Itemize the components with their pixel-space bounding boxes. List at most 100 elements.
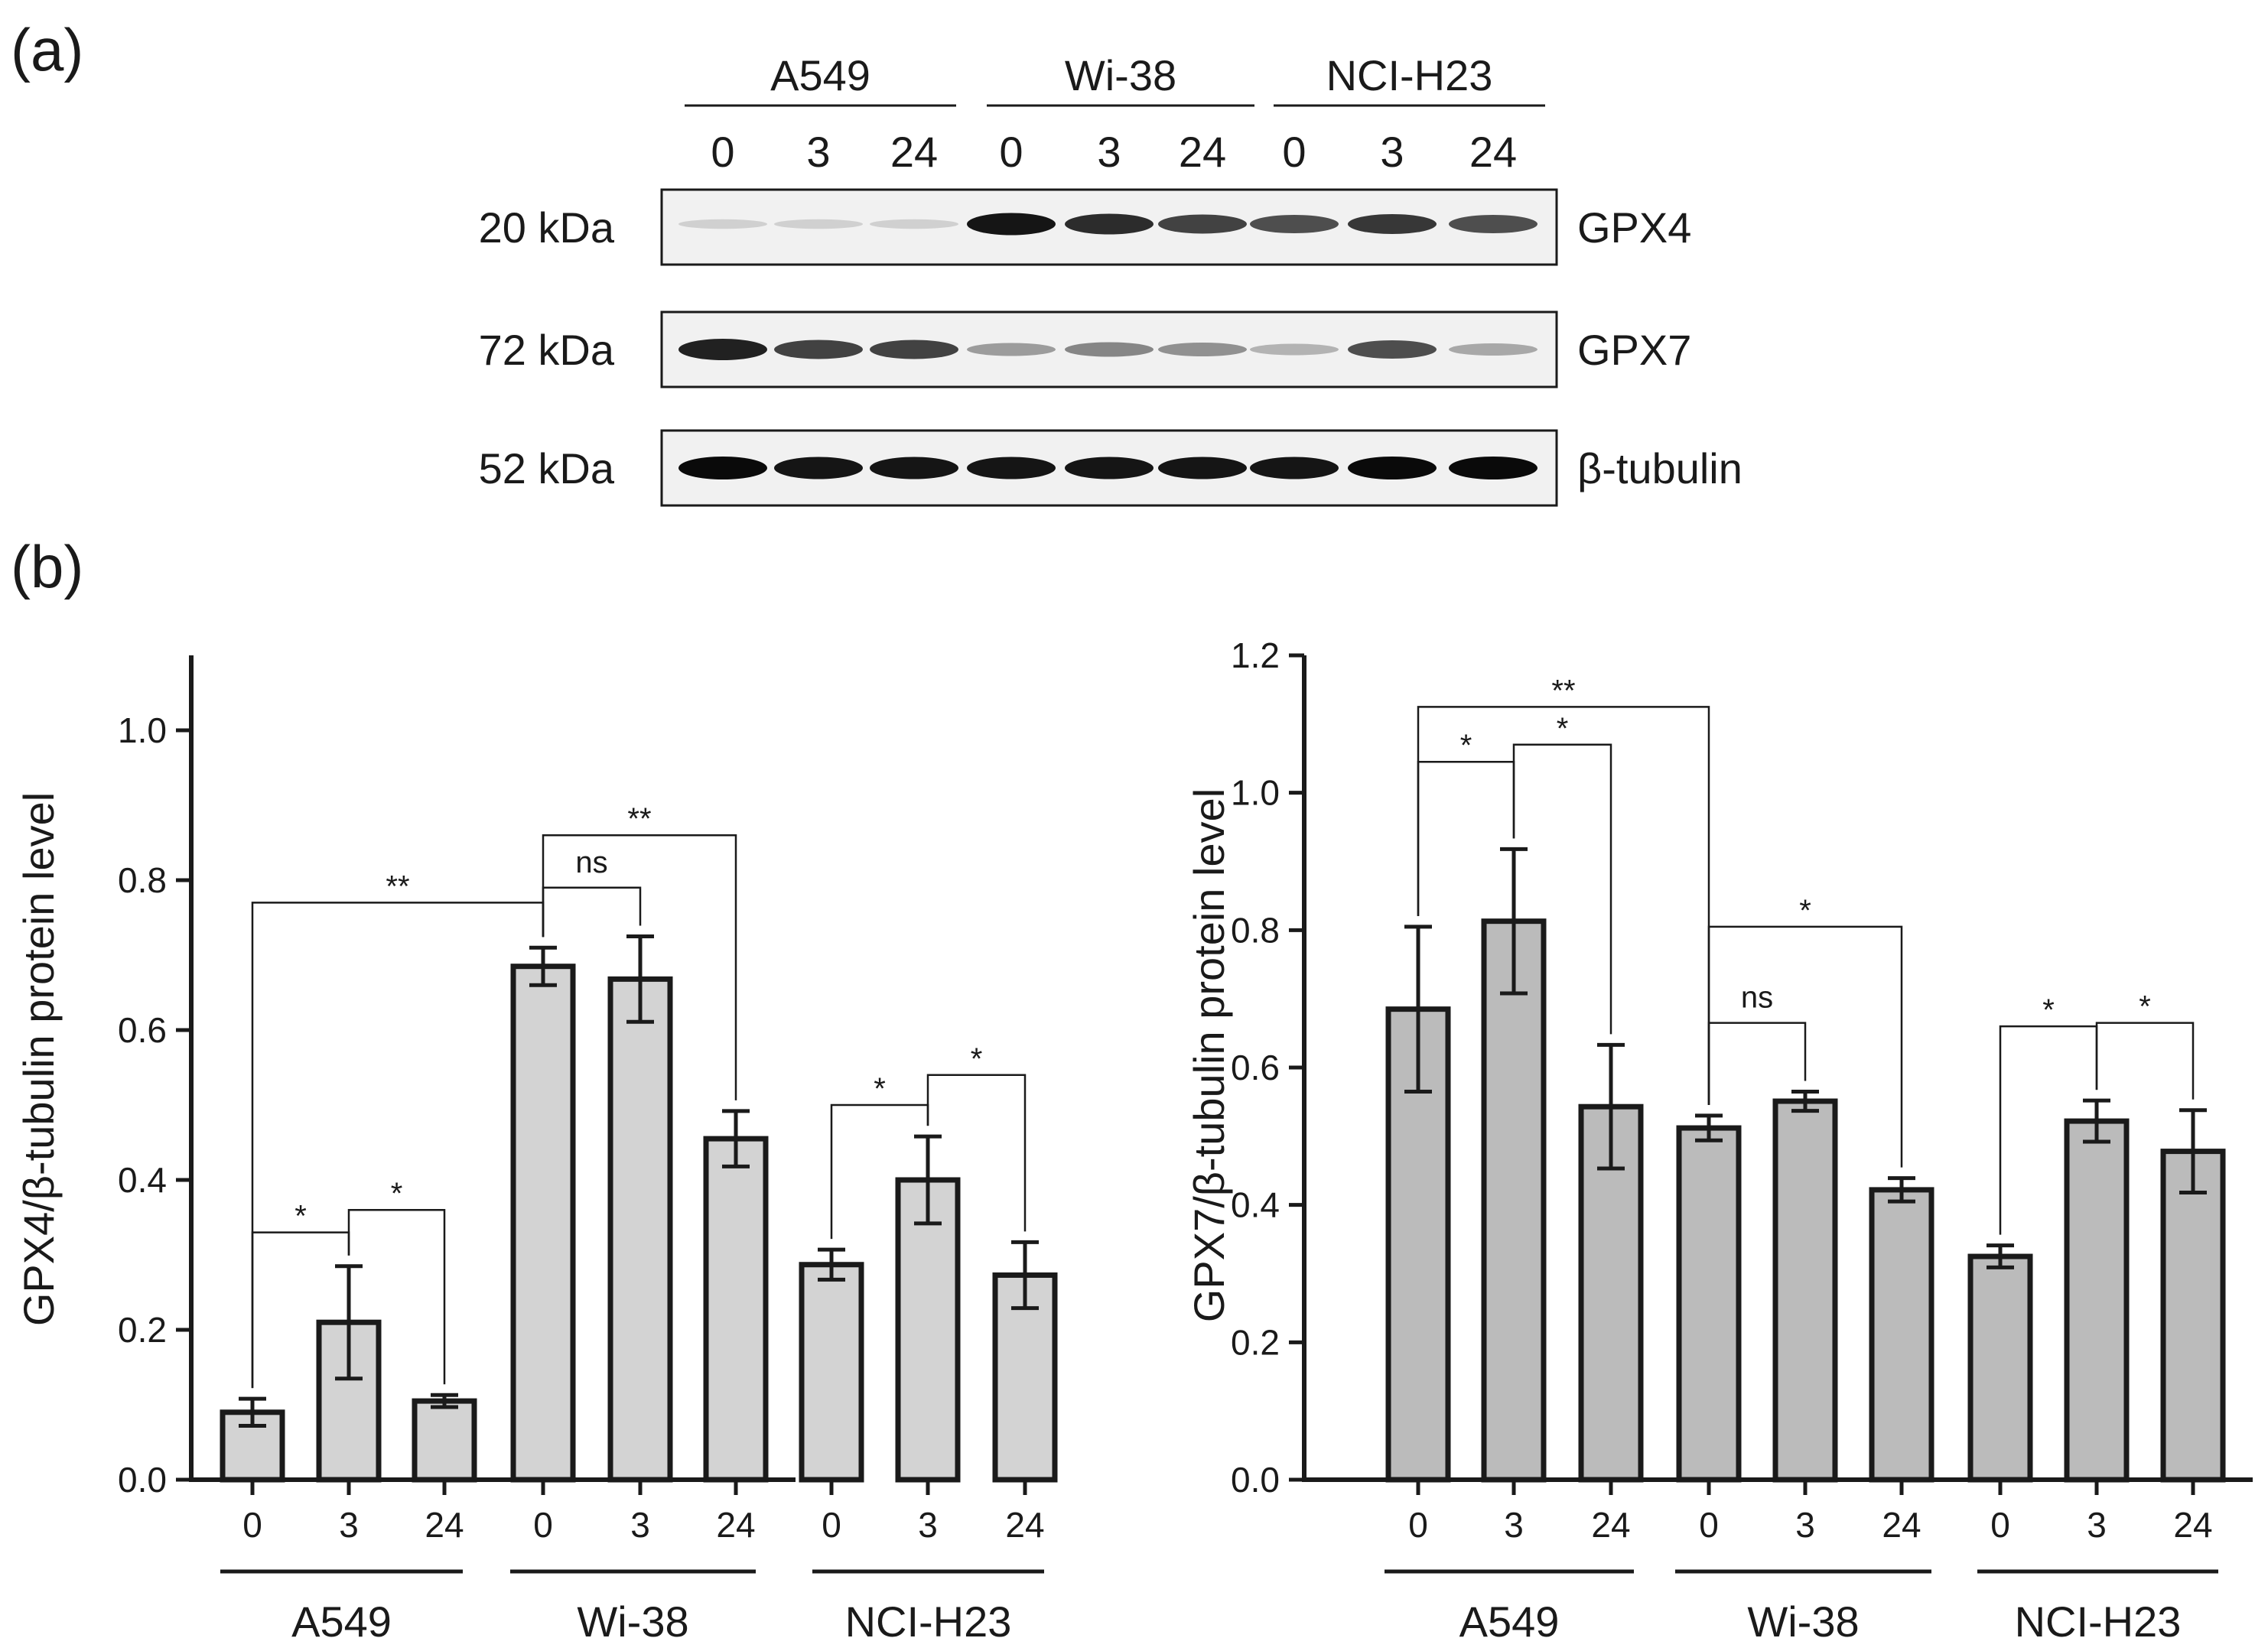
blot-band <box>774 219 863 229</box>
bar <box>1967 1253 2033 1483</box>
blot-molecular-weight: 52 kDa <box>479 444 615 492</box>
x-tick-label: 3 <box>2087 1505 2107 1545</box>
group-label: NCI-H23 <box>845 1597 1012 1646</box>
panel-b-label: (b) <box>11 533 83 600</box>
blot-band <box>1449 343 1537 356</box>
bar <box>1772 1098 1838 1483</box>
blot-band <box>1065 342 1154 357</box>
blot-timepoint-label: 3 <box>1380 128 1404 176</box>
blot-molecular-weight: 20 kDa <box>479 203 615 252</box>
x-tick-label: 3 <box>1504 1505 1524 1545</box>
blot-band <box>967 213 1056 236</box>
significance-bracket <box>251 902 545 1389</box>
blot-protein-name: β-tubulin <box>1577 444 1742 492</box>
blot-band <box>1250 343 1339 356</box>
western-blot-panel: (a) A549 Wi-38 NCI-H23 0 3 24 0 3 24 0 3 24 20 kDa G… <box>11 16 1742 507</box>
blot-band <box>1065 213 1154 235</box>
x-tick-label: 24 <box>716 1505 755 1545</box>
blot-timepoint-label: 3 <box>1097 128 1121 176</box>
y-tick-label: 0.2 <box>1231 1322 1280 1362</box>
group-label: A549 <box>291 1597 392 1646</box>
blot-band <box>870 219 958 229</box>
significance-label: * <box>1799 894 1811 928</box>
significance-bracket <box>1417 706 1710 1105</box>
significance-label: * <box>391 1177 403 1211</box>
western-blot-rows: 20 kDa GPX4 72 kDa GPX7 52 kDa β-tubulin <box>479 188 1742 507</box>
significance-bracket <box>1707 925 1903 1168</box>
significance-bracket <box>2095 1022 2195 1100</box>
blot-band <box>1348 214 1437 234</box>
blot-band <box>678 219 767 229</box>
blot-timepoint-label: 0 <box>1282 128 1306 176</box>
significance-label: * <box>971 1042 983 1076</box>
x-tick-label: 24 <box>1882 1505 1921 1545</box>
significance-label: * <box>1460 729 1472 762</box>
y-tick-label: 1.0 <box>1231 773 1280 813</box>
y-tick-label: 0.4 <box>1231 1185 1280 1225</box>
significance-label: * <box>874 1072 886 1106</box>
blot-timepoint-label: 0 <box>999 128 1023 176</box>
significance-bracket <box>542 886 642 938</box>
gpx4-bar-chart: 0.0 0.2 0.4 0.6 0.8 1.0 GPX4/β-tubulin protein… <box>15 655 1058 1646</box>
blot-molecular-weight: 72 kDa <box>479 326 615 374</box>
significance-bracket <box>1707 1022 1807 1105</box>
significance-label: ** <box>627 802 651 836</box>
group-label: Wi-38 <box>577 1597 688 1646</box>
significance-bracket <box>1512 743 1612 1035</box>
x-tick-label: 3 <box>630 1505 650 1545</box>
blot-band <box>1348 340 1437 359</box>
blot-band <box>1449 457 1537 479</box>
blot-band <box>1158 214 1247 234</box>
x-tick-label: 24 <box>1005 1505 1044 1545</box>
blot-band <box>1449 215 1537 233</box>
bar <box>1676 1125 1742 1483</box>
significance-bracket <box>926 1074 1027 1232</box>
blot-band <box>967 457 1056 479</box>
bar <box>510 964 576 1483</box>
significance-bracket <box>542 834 737 1100</box>
group-label: Wi-38 <box>1747 1597 1859 1646</box>
blot-band <box>967 343 1056 356</box>
significance-label: ** <box>386 869 409 903</box>
significance-label: ns <box>1741 981 1773 1015</box>
y-tick-label: 0.6 <box>1231 1048 1280 1087</box>
y-tick-label: 1.2 <box>1231 635 1280 675</box>
blot-band <box>1158 457 1247 479</box>
x-tick-label: 0 <box>533 1505 553 1545</box>
blot-protein-name: GPX4 <box>1577 203 1691 252</box>
significance-bracket <box>347 1208 446 1385</box>
significance-label: * <box>1557 712 1569 746</box>
bar <box>412 1398 477 1483</box>
x-tick-label: 24 <box>1591 1505 1630 1545</box>
blot-timepoint-label: 24 <box>890 128 938 176</box>
bar-charts-panel: (b) 0.0 0.2 0.4 0.6 0.8 1.0 GPX4/β-tubulin pro… <box>11 533 2253 1646</box>
x-tick-label: 0 <box>1990 1505 2010 1545</box>
x-tick-label: 0 <box>1408 1505 1428 1545</box>
group-label: NCI-H23 <box>2015 1597 2182 1646</box>
significance-bracket <box>1417 760 1515 916</box>
blot-timepoint-label: 24 <box>1469 128 1517 176</box>
y-tick-label: 0.0 <box>1231 1460 1280 1500</box>
blot-band <box>1065 457 1154 479</box>
y-axis-title: GPX7/β-tubulin protein level <box>1185 788 1233 1322</box>
panel-a-label: (a) <box>11 16 83 83</box>
x-tick-label: 0 <box>242 1505 262 1545</box>
x-tick-label: 0 <box>822 1505 841 1545</box>
significance-label: ns <box>575 846 607 879</box>
blot-band <box>1250 457 1339 479</box>
blot-cell-line-label: NCI-H23 <box>1326 51 1493 99</box>
blot-timepoint-label: 0 <box>711 128 734 176</box>
blot-band <box>1348 457 1437 479</box>
y-tick-label: 0.6 <box>118 1010 167 1050</box>
blot-cell-line-label: Wi-38 <box>1065 51 1176 99</box>
bar <box>1481 918 1547 1483</box>
blot-band <box>678 457 767 479</box>
y-axis-title: GPX4/β-tubulin protein level <box>15 792 63 1326</box>
blot-band <box>870 457 958 479</box>
blot-band <box>870 340 958 359</box>
bar <box>1869 1187 1934 1483</box>
significance-label: * <box>2042 993 2055 1027</box>
bar <box>703 1136 769 1483</box>
blot-band <box>774 457 863 479</box>
significance-label: * <box>294 1200 307 1233</box>
